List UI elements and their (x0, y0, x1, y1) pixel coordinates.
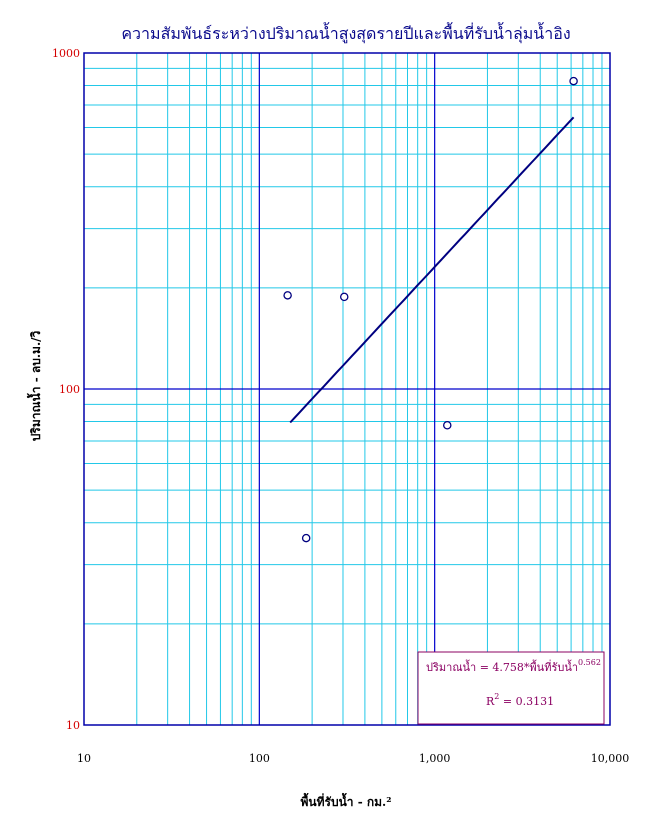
equation-text: ปริมาณน้ำ = 4.758*พื้นที่รับน้ำ0.562 (426, 658, 601, 674)
plot-frame (83, 52, 611, 726)
y-axis-label: ปริมาณน้ำ - ลบ.ม./วิ (26, 331, 43, 442)
x-tick-label: 100 (249, 752, 270, 765)
r-squared-value: = 0.3131 (499, 695, 554, 708)
x-tick-labels: 10 100 1,000 10,000 (77, 752, 629, 765)
regression-annotation: ปริมาณน้ำ = 4.758*พื้นที่รับน้ำ0.562 R2 … (417, 651, 605, 725)
data-point (443, 421, 452, 430)
equation-exponent: 0.562 (578, 658, 601, 667)
x-tick-label: 10 (77, 752, 91, 765)
x-tick-label: 10,000 (591, 752, 630, 765)
y-tick-label: 10 (66, 719, 80, 732)
data-point (301, 533, 311, 543)
trendline (289, 116, 575, 424)
y-tick-label: 100 (59, 383, 80, 396)
chart-title: ความสัมพันธ์ระหว่างปริมาณน้ำสูงสุดรายปีแ… (121, 22, 570, 44)
major-gridlines (84, 53, 610, 725)
r-squared-sup: 2 (494, 692, 499, 701)
r-squared-text: R2 = 0.3131 (486, 692, 554, 708)
y-tick-label: 1000 (52, 47, 80, 60)
x-tick-label: 1,000 (419, 752, 451, 765)
annotation-box (417, 651, 605, 725)
data-point (569, 76, 578, 86)
data-points (283, 76, 578, 543)
x-axis-label: พื้นที่รับน้ำ - กม.² (301, 792, 392, 809)
data-point (283, 291, 292, 300)
equation-main: ปริมาณน้ำ = 4.758*พื้นที่รับน้ำ (426, 659, 578, 674)
data-point (339, 292, 349, 302)
y-tick-labels: 10 100 1000 (52, 47, 80, 732)
r-squared-label: R (486, 695, 495, 708)
